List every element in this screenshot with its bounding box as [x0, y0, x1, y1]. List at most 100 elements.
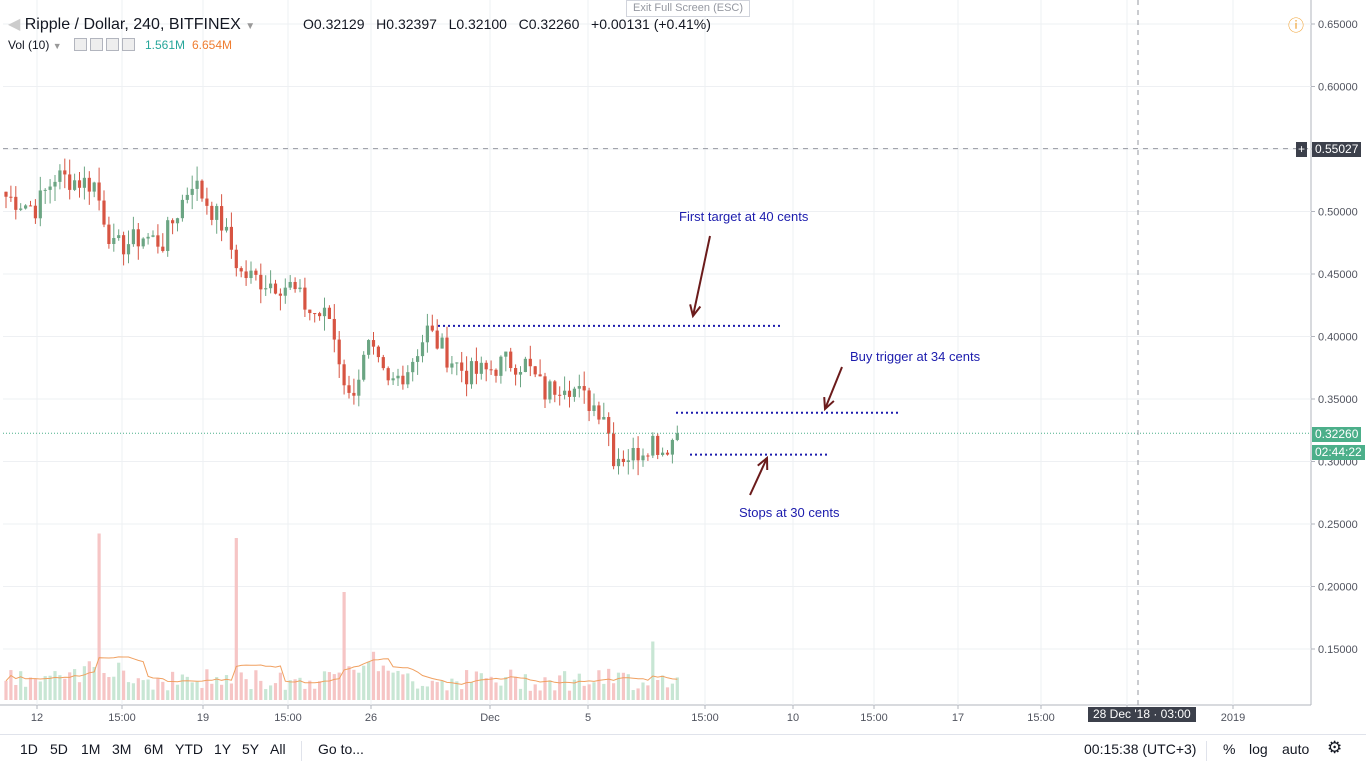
volume-bar [494, 682, 498, 700]
range-ytd[interactable]: YTD [175, 741, 203, 757]
candle-body [479, 362, 483, 374]
candle-body [533, 366, 537, 375]
range-5d[interactable]: 5D [50, 741, 68, 757]
range-1m[interactable]: 1M [81, 741, 101, 757]
volume-bar [259, 680, 263, 700]
candle-body [87, 177, 91, 192]
volume-bar [278, 672, 282, 700]
volume-bar [303, 688, 307, 700]
candle-body [9, 196, 13, 198]
volume-legend-label[interactable]: Vol (10) ▼ [8, 38, 62, 52]
candle-body [68, 174, 72, 190]
time-tick-label: Dec [480, 712, 500, 724]
candle-body [4, 191, 8, 197]
volume-bar [205, 669, 209, 700]
volume-bar [523, 674, 527, 700]
candle-body [538, 374, 542, 377]
volume-bar [293, 679, 297, 700]
volume-bar [347, 666, 351, 700]
candle-body [411, 361, 415, 373]
candle-body [396, 375, 400, 379]
price-tick-label: 0.25000 [1318, 519, 1358, 531]
eye-icon[interactable] [74, 38, 87, 51]
candle-body [210, 205, 214, 220]
volume-bar [420, 685, 425, 700]
candle-body [185, 194, 189, 200]
price-tick-label: 0.60000 [1318, 82, 1358, 94]
time-tick-label: 17 [952, 712, 964, 724]
volume-bar [97, 533, 101, 700]
volume-bar [28, 677, 33, 700]
volume-bar [661, 675, 665, 700]
auto-toggle[interactable]: auto [1282, 741, 1310, 757]
range-3m[interactable]: 3M [112, 741, 132, 757]
gear-icon[interactable]: ⚙ [1327, 738, 1343, 757]
volume-bar [48, 675, 52, 700]
candle-body [38, 190, 42, 219]
goto-button[interactable]: Go to... [318, 741, 364, 757]
candle-body [53, 181, 57, 187]
plus-icon[interactable] [106, 38, 119, 51]
candle-body [205, 198, 209, 206]
candle-body [646, 455, 650, 457]
alert-icon[interactable]: ⓘ [1288, 18, 1305, 35]
candle-body [77, 180, 82, 188]
candle-body [509, 351, 513, 369]
volume-bar [656, 680, 660, 700]
candle-body [631, 447, 635, 461]
volume-bar [670, 683, 674, 700]
exit-fullscreen-button[interactable]: Exit Full Screen (ESC) [626, 0, 750, 17]
range-5y[interactable]: 5Y [242, 741, 260, 757]
candle-body [141, 238, 145, 247]
volume-bar [102, 672, 106, 700]
clock-timezone[interactable]: 00:15:38 (UTC+3) [1084, 741, 1197, 757]
log-toggle[interactable]: log [1249, 741, 1268, 757]
candle-body [528, 358, 532, 367]
volume-bar [73, 669, 77, 700]
ohlc-change: +0.00131 (+0.41%) [591, 16, 711, 32]
range-1y[interactable]: 1Y [214, 741, 232, 757]
settings-icon[interactable] [90, 38, 103, 51]
candle-body [386, 368, 390, 381]
crosshair-plus-icon: + [1296, 142, 1308, 157]
volume-bar [234, 538, 238, 700]
candle-body [548, 381, 552, 400]
annotation-buy-trigger: Buy trigger at 34 cents [850, 349, 981, 364]
volume-bar [352, 669, 356, 700]
volume-bar [273, 683, 278, 700]
candle-body [43, 189, 47, 191]
volume-bar [63, 678, 67, 700]
arrow-buy-trigger [824, 366, 843, 410]
volume-bar [244, 679, 248, 700]
candle-body [494, 369, 498, 376]
price-chart[interactable]: 0.650000.600000.550000.500000.450000.400… [0, 0, 1366, 734]
range-all[interactable]: All [270, 741, 286, 757]
range-6m[interactable]: 6M [144, 741, 164, 757]
percent-toggle[interactable]: % [1223, 741, 1236, 757]
volume-bar [200, 687, 204, 700]
chevron-down-icon[interactable]: ▼ [52, 41, 62, 51]
volume-bar [406, 673, 410, 700]
candle-body [636, 447, 640, 461]
candle-body [641, 455, 645, 461]
ohlc-low: L0.32100 [448, 16, 507, 32]
chevron-down-icon[interactable]: ▼ [245, 21, 256, 32]
volume-bar [371, 651, 376, 700]
volume-bar [411, 681, 415, 700]
symbol-icon: ◀ [8, 16, 25, 33]
chart-symbol-title[interactable]: ◀ Ripple / Dollar, 240, BITFINEX ▼ [8, 16, 256, 33]
candle-body [92, 182, 96, 192]
candle-body [288, 281, 292, 288]
volume-bar [224, 675, 229, 700]
close-icon[interactable] [122, 38, 135, 51]
arrow-target [692, 235, 711, 317]
candle-body [455, 362, 459, 364]
price-tick-label: 0.20000 [1318, 582, 1358, 594]
candle-body [651, 435, 655, 456]
volume-bar [269, 685, 273, 700]
volume-bar [474, 671, 478, 700]
volume-bar [9, 670, 13, 700]
candle-body [171, 220, 175, 224]
volume-bar [514, 676, 518, 700]
range-1d[interactable]: 1D [20, 741, 38, 757]
